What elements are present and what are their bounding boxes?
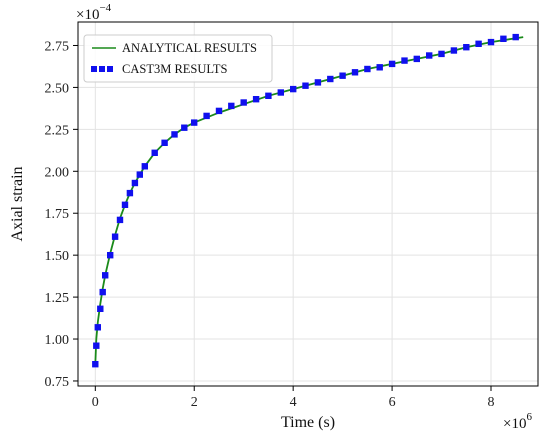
plot-frame — [77, 21, 539, 387]
x-tick-label: 2 — [191, 395, 198, 410]
y-tick-label: 2.50 — [45, 81, 70, 96]
legend-marker — [99, 66, 105, 72]
cast3m-point — [131, 179, 139, 187]
x-axis-multiplier: ×106 — [503, 411, 532, 432]
cast3m-point — [97, 305, 104, 312]
cast3m-point — [327, 75, 334, 83]
x-multiplier-exponent: 6 — [526, 411, 532, 423]
cast3m-point — [191, 119, 198, 126]
cast3m-point — [126, 189, 134, 197]
cast3m-point — [116, 216, 124, 224]
legend-marker — [107, 66, 113, 72]
cast3m-point — [351, 69, 359, 76]
legend-label-analytical: ANALYTICAL RESULTS — [122, 41, 257, 55]
cast3m-point — [426, 52, 433, 59]
cast3m-point — [463, 44, 470, 51]
cast3m-point — [438, 50, 445, 58]
tick-labels: 0 2 4 6 8 0.75 1.00 1.25 1.50 1.75 2.00 2.25 2.50 2.7… — [45, 39, 495, 410]
series-markers-cast3m — [92, 33, 519, 368]
cast3m-point — [364, 65, 371, 73]
cast3m-point — [500, 35, 507, 42]
y-tick-label: 1.00 — [45, 333, 70, 348]
legend-marker — [91, 66, 97, 72]
cast3m-point — [92, 361, 99, 368]
cast3m-point — [339, 72, 346, 79]
x-multiplier-base: ×10 — [503, 416, 526, 432]
legend-box — [83, 34, 273, 83]
y-tick-label: 1.50 — [45, 249, 70, 264]
cast3m-point — [302, 82, 309, 89]
cast3m-point — [121, 201, 129, 208]
legend-swatch-cast3m — [91, 66, 113, 72]
cast3m-point — [111, 233, 119, 240]
legend: ANALYTICAL RESULTS CAST3M RESULTS — [83, 34, 273, 83]
y-multiplier-base: ×10 — [76, 7, 99, 23]
y-tick-label: 2.75 — [45, 39, 70, 54]
y-multiplier-exponent: −4 — [99, 2, 111, 14]
cast3m-point — [388, 60, 396, 68]
cast3m-point — [93, 342, 100, 349]
legend-label-cast3m: CAST3M RESULTS — [122, 62, 228, 76]
y-axis-multiplier: ×10−4 — [76, 2, 112, 23]
cast3m-point — [102, 272, 109, 279]
cast3m-point — [136, 171, 143, 178]
ticks — [73, 44, 492, 391]
cast3m-point — [228, 102, 235, 110]
cast3m-point — [99, 288, 106, 296]
y-tick-label: 0.75 — [45, 375, 70, 390]
cast3m-point — [413, 55, 420, 63]
x-tick-label: 4 — [290, 395, 297, 410]
x-tick-label: 8 — [488, 395, 495, 410]
x-axis-label: Time (s) — [281, 414, 335, 431]
y-tick-label: 2.00 — [45, 165, 70, 180]
cast3m-point — [203, 112, 210, 120]
cast3m-point — [265, 92, 272, 99]
cast3m-point — [252, 96, 260, 103]
cast3m-point — [151, 149, 158, 156]
y-axis-label: Axial strain — [9, 166, 26, 241]
cast3m-point — [376, 64, 383, 71]
series-layer — [92, 33, 524, 368]
cast3m-point — [94, 324, 101, 331]
cast3m-point — [290, 85, 297, 93]
y-tick-label: 2.25 — [45, 123, 70, 138]
cast3m-point — [215, 107, 223, 115]
cast3m-point — [161, 139, 168, 146]
cast3m-point — [181, 124, 188, 131]
cast3m-point — [450, 47, 458, 54]
x-tick-label: 0 — [92, 395, 99, 410]
cast3m-point — [240, 99, 247, 106]
cast3m-point — [475, 40, 482, 47]
cast3m-point — [401, 57, 408, 64]
cast3m-point — [107, 252, 114, 259]
cast3m-point — [277, 89, 284, 96]
series-line-analytical — [94, 36, 524, 365]
y-tick-label: 1.25 — [45, 291, 70, 306]
cast3m-point — [512, 33, 519, 41]
y-tick-label: 1.75 — [45, 207, 70, 222]
cast3m-point — [487, 38, 495, 46]
cast3m-point — [171, 131, 178, 138]
cast3m-point — [314, 79, 322, 86]
cast3m-point — [141, 163, 148, 170]
x-tick-label: 6 — [389, 395, 396, 410]
